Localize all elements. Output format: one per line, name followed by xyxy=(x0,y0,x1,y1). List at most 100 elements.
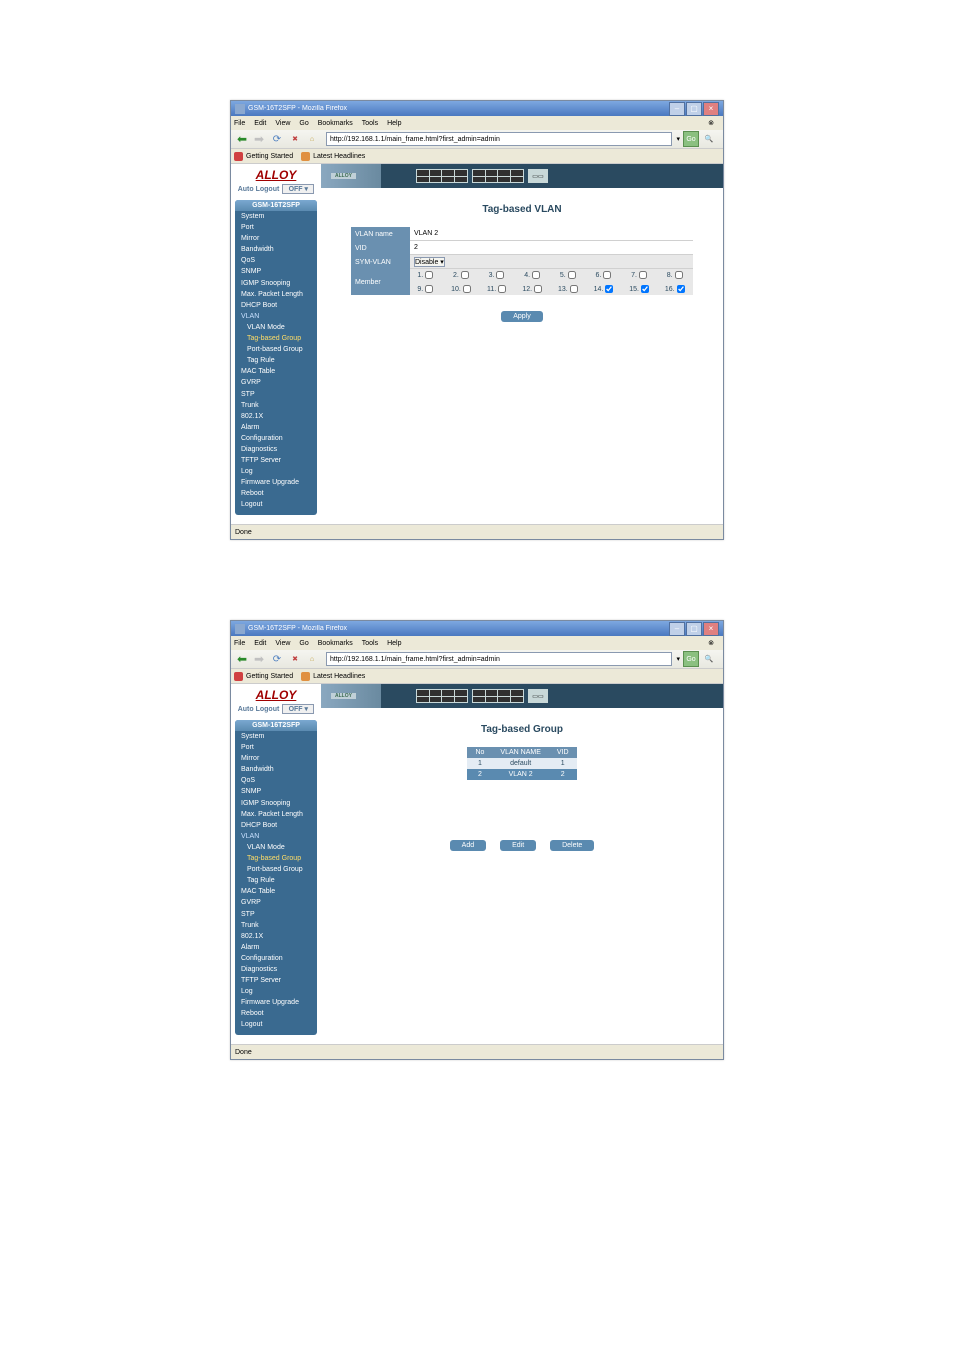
member-checkbox[interactable] xyxy=(534,285,542,293)
member-port[interactable]: 16. xyxy=(659,283,693,295)
nav-item[interactable]: MAC Table xyxy=(235,366,317,377)
close-button[interactable]: × xyxy=(703,102,719,116)
addr-dropdown-icon[interactable]: ▾ xyxy=(676,135,680,143)
maximize-button[interactable]: ▢ xyxy=(686,622,702,636)
tab-close-icon[interactable]: ⊗ xyxy=(708,119,714,127)
table-row[interactable]: 1default1 xyxy=(467,758,576,769)
menu-help[interactable]: Help xyxy=(387,640,401,647)
member-checkbox[interactable] xyxy=(532,271,540,279)
bookmark-latest-headlines[interactable]: Latest Headlines xyxy=(301,152,365,161)
member-checkbox[interactable] xyxy=(425,271,433,279)
input-vid[interactable]: 2 xyxy=(410,241,693,255)
nav-subitem[interactable]: Tag Rule xyxy=(235,875,317,886)
nav-item[interactable]: System xyxy=(235,211,317,222)
menu-file[interactable]: File xyxy=(234,120,245,127)
minimize-button[interactable]: – xyxy=(669,622,685,636)
member-port[interactable]: 15. xyxy=(624,283,658,295)
apply-button[interactable]: Apply xyxy=(501,311,543,322)
nav-item[interactable]: Diagnostics xyxy=(235,964,317,975)
back-icon[interactable]: ⬅ xyxy=(235,132,249,146)
input-vlan-name[interactable]: VLAN 2 xyxy=(410,227,693,241)
member-port[interactable]: 14. xyxy=(588,283,622,295)
member-port[interactable]: 2. xyxy=(446,269,480,281)
member-port[interactable]: 13. xyxy=(553,283,587,295)
menu-tools[interactable]: Tools xyxy=(362,640,378,647)
select-sym-vlan[interactable]: Disable ▾ xyxy=(414,257,445,267)
member-checkbox[interactable] xyxy=(603,271,611,279)
go-button[interactable]: Go xyxy=(683,651,699,667)
nav-item[interactable]: Bandwidth xyxy=(235,764,317,775)
forward-icon[interactable]: ➡ xyxy=(252,652,266,666)
nav-item[interactable]: Logout xyxy=(235,499,317,510)
stop-icon[interactable]: ✖ xyxy=(288,132,302,146)
nav-item[interactable]: STP xyxy=(235,909,317,920)
nav-item[interactable]: Trunk xyxy=(235,400,317,411)
menu-edit[interactable]: Edit xyxy=(254,640,266,647)
bookmark-getting-started[interactable]: Getting Started xyxy=(234,672,293,681)
nav-item[interactable]: Diagnostics xyxy=(235,444,317,455)
menu-go[interactable]: Go xyxy=(299,640,308,647)
nav-item[interactable]: Port xyxy=(235,742,317,753)
maximize-button[interactable]: ▢ xyxy=(686,102,702,116)
member-checkbox[interactable] xyxy=(568,271,576,279)
nav-subitem[interactable]: Port-based Group xyxy=(235,344,317,355)
nav-subitem[interactable]: VLAN Mode xyxy=(235,842,317,853)
auto-logout-select[interactable]: OFF ▾ xyxy=(282,184,314,194)
reload-icon[interactable]: ⟳ xyxy=(269,131,285,147)
nav-item[interactable]: Log xyxy=(235,466,317,477)
nav-item[interactable]: Mirror xyxy=(235,753,317,764)
nav-item[interactable]: 802.1X xyxy=(235,411,317,422)
forward-icon[interactable]: ➡ xyxy=(252,132,266,146)
bookmark-getting-started[interactable]: Getting Started xyxy=(234,152,293,161)
nav-item[interactable]: Configuration xyxy=(235,953,317,964)
nav-item[interactable]: Max. Packet Length xyxy=(235,809,317,820)
stop-icon[interactable]: ✖ xyxy=(288,652,302,666)
nav-item[interactable]: DHCP Boot xyxy=(235,820,317,831)
member-checkbox[interactable] xyxy=(677,285,685,293)
nav-item[interactable]: GVRP xyxy=(235,897,317,908)
menu-file[interactable]: File xyxy=(234,640,245,647)
member-port[interactable]: 11. xyxy=(481,283,515,295)
table-row[interactable]: 2VLAN 22 xyxy=(467,769,576,780)
member-port[interactable]: 7. xyxy=(624,269,658,281)
back-icon[interactable]: ⬅ xyxy=(235,652,249,666)
member-checkbox[interactable] xyxy=(641,285,649,293)
tab-close-icon[interactable]: ⊗ xyxy=(708,639,714,647)
nav-subitem[interactable]: Tag-based Group xyxy=(235,333,317,344)
minimize-button[interactable]: – xyxy=(669,102,685,116)
nav-subitem[interactable]: Tag Rule xyxy=(235,355,317,366)
bookmark-latest-headlines[interactable]: Latest Headlines xyxy=(301,672,365,681)
menu-tools[interactable]: Tools xyxy=(362,120,378,127)
member-checkbox[interactable] xyxy=(425,285,433,293)
nav-item[interactable]: Firmware Upgrade xyxy=(235,997,317,1008)
nav-item[interactable]: IGMP Snooping xyxy=(235,798,317,809)
member-port[interactable]: 6. xyxy=(588,269,622,281)
menu-bookmarks[interactable]: Bookmarks xyxy=(318,120,353,127)
nav-item[interactable]: System xyxy=(235,731,317,742)
menu-help[interactable]: Help xyxy=(387,120,401,127)
nav-item[interactable]: 802.1X xyxy=(235,931,317,942)
auto-logout-select[interactable]: OFF ▾ xyxy=(282,704,314,714)
menu-edit[interactable]: Edit xyxy=(254,120,266,127)
member-port[interactable]: 3. xyxy=(481,269,515,281)
add-button[interactable]: Add xyxy=(450,840,486,851)
nav-item[interactable]: Logout xyxy=(235,1019,317,1030)
address-bar[interactable]: http://192.168.1.1/main_frame.html?first… xyxy=(326,652,672,666)
nav-item-vlan[interactable]: VLAN xyxy=(235,311,317,322)
member-port[interactable]: 4. xyxy=(517,269,551,281)
home-icon[interactable]: ⌂ xyxy=(305,132,319,146)
nav-item[interactable]: Configuration xyxy=(235,433,317,444)
member-port[interactable]: 5. xyxy=(553,269,587,281)
nav-item[interactable]: TFTP Server xyxy=(235,975,317,986)
nav-item[interactable]: SNMP xyxy=(235,266,317,277)
member-checkbox[interactable] xyxy=(639,271,647,279)
home-icon[interactable]: ⌂ xyxy=(305,652,319,666)
delete-button[interactable]: Delete xyxy=(550,840,594,851)
nav-item[interactable]: Firmware Upgrade xyxy=(235,477,317,488)
member-port[interactable]: 10. xyxy=(446,283,480,295)
member-port[interactable]: 9. xyxy=(410,283,444,295)
nav-subitem[interactable]: Port-based Group xyxy=(235,864,317,875)
nav-item[interactable]: MAC Table xyxy=(235,886,317,897)
go-button[interactable]: Go xyxy=(683,131,699,147)
member-checkbox[interactable] xyxy=(675,271,683,279)
